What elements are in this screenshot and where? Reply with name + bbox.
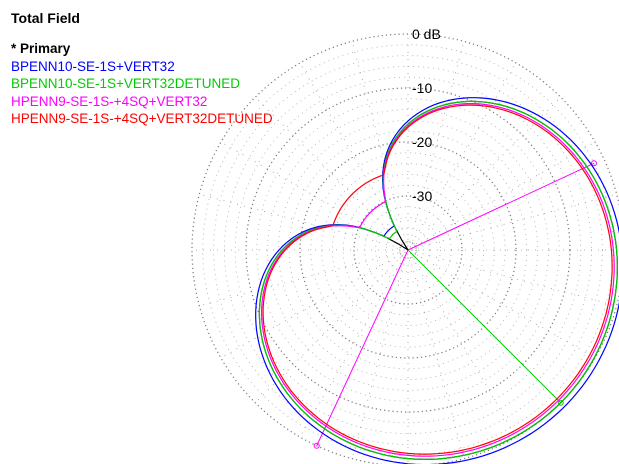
ring-label: 0 dB xyxy=(412,26,441,42)
pattern-curve xyxy=(255,97,619,464)
grid-spoke xyxy=(199,193,401,249)
grid-spoke xyxy=(254,96,403,245)
legend-item-hpenn9-detuned: HPENN9-SE-1S-+4SQ+VERT32DETUNED xyxy=(11,111,273,126)
marker-dot xyxy=(557,399,564,406)
pattern-curve xyxy=(261,102,615,457)
grid-spoke xyxy=(351,257,407,459)
grid-spoke xyxy=(415,251,617,307)
grid-ring xyxy=(375,217,441,283)
chart-title: Total Field xyxy=(11,10,80,26)
grid-spoke xyxy=(351,41,407,243)
ring-label: -30 xyxy=(412,188,432,204)
pattern-curve xyxy=(258,100,619,461)
marker-rays xyxy=(313,160,597,449)
grid-spoke xyxy=(413,96,562,245)
ring-label: -10 xyxy=(412,80,432,96)
grid-spoke xyxy=(254,255,403,404)
marker-dot xyxy=(590,160,597,167)
grid-spoke xyxy=(411,256,517,438)
ring-labels: 0 dB -10 -20 -30 xyxy=(412,26,441,204)
grid-spoke xyxy=(199,251,401,307)
ring-label: -20 xyxy=(412,134,432,150)
pattern-series xyxy=(255,97,619,464)
grid-spoke xyxy=(414,253,596,359)
marker-ray xyxy=(407,249,562,404)
grid-ring xyxy=(213,55,603,445)
grid-ring xyxy=(321,163,495,337)
grid-ring xyxy=(256,98,560,402)
grid-ring xyxy=(299,141,517,359)
grid-spoke xyxy=(299,256,405,438)
grid-ring xyxy=(396,238,420,262)
grid-ring xyxy=(403,245,413,255)
legend: * Primary BPENN10-SE-1S+VERT32 BPENN10-S… xyxy=(11,40,273,128)
legend-item-bpenn10: BPENN10-SE-1S+VERT32 xyxy=(11,58,175,74)
legend-item-hpenn9: HPENN9-SE-1S-+4SQ+VERT32 xyxy=(11,93,208,109)
grid-spoke xyxy=(220,253,402,359)
marker-ray xyxy=(407,162,595,251)
grid-spoke xyxy=(414,141,596,247)
marker-dot xyxy=(313,442,320,449)
pattern-curve xyxy=(262,104,613,455)
grid-ring xyxy=(353,195,463,305)
grid-ring xyxy=(234,76,582,424)
legend-item-primary: * Primary xyxy=(11,41,71,56)
polar-grid xyxy=(191,33,619,464)
grid-spoke xyxy=(415,193,617,249)
marker-ray xyxy=(316,249,409,446)
legend-item-bpenn10-detuned: BPENN10-SE-1S+VERT32DETUNED xyxy=(11,76,240,91)
grid-ring xyxy=(331,173,484,326)
grid-spoke xyxy=(409,257,465,459)
grid-ring xyxy=(385,227,430,272)
grid-ring xyxy=(267,109,549,391)
grid-ring xyxy=(191,33,619,464)
